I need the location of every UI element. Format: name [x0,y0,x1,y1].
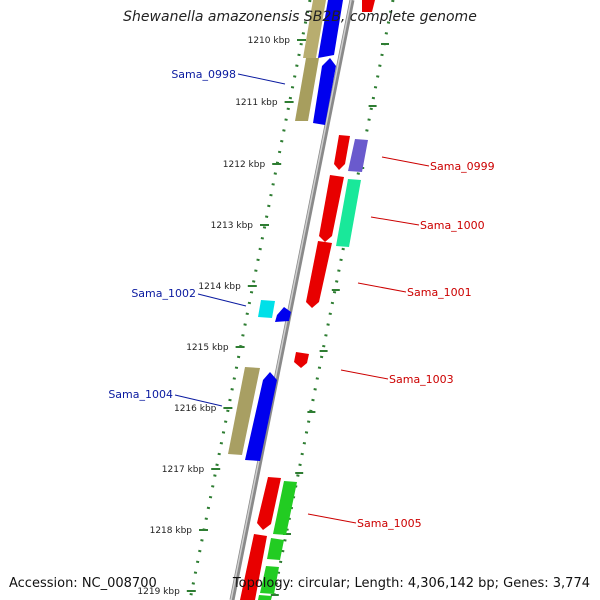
leader-line [174,394,223,407]
tick-label: 1217 kbp [162,465,205,475]
gene-arrow-olive-1 [303,0,326,58]
gene-arrow-red-bottom [240,534,267,600]
gene-arrow-red-1001 [306,241,332,308]
tick-label: 1219 kbp [137,587,180,597]
gene-arrow-green-bottom-3 [258,595,272,600]
leader-line [381,156,430,167]
gene-label[interactable]: Sama_0998 [171,68,236,81]
gene-arrow-red-1003 [294,352,309,368]
genome-backbone [229,0,355,600]
gene-label[interactable]: Sama_1000 [420,219,485,232]
genome-backbone-highlight [230,0,352,600]
accession-text: Accession: NC_008700 [9,576,157,591]
tick-label: 1218 kbp [150,526,193,536]
gene-group [228,0,375,600]
gene-arrow-blue-1004 [245,372,277,461]
gene-label[interactable]: Sama_1003 [389,373,454,386]
gene-arrow-olive-1004 [228,367,260,455]
tick-label: 1213 kbp [211,221,254,231]
map-title: Shewanella amazonensis SB2B, complete ge… [123,9,477,25]
gene-arrow-olive-2 [295,58,319,121]
gene-arrow-blue-1002 [275,307,291,322]
leader-line [340,369,389,380]
gene-arrow-red-1005 [257,477,281,530]
tick-group: 1210 kbp 1211 kbp 1212 kbp 1213 kbp 1214 kbp… [137,36,389,597]
tick-label: 1215 kbp [186,343,229,353]
leader-line [197,293,247,307]
gene-arrow-purple-0999 [348,139,368,172]
gene-label[interactable]: Sama_1005 [357,517,422,530]
gene-arrow-cyan-1002 [258,300,275,318]
leader-line [237,73,286,85]
gene-arrow-green-bottom-1 [267,538,284,560]
gene-label[interactable]: Sama_1002 [131,287,196,300]
leader-line [370,216,420,226]
gene-arrow-blue-2 [313,58,336,125]
gene-arrow-red-1000 [319,175,344,242]
gene-arrow-red-0999 [334,135,350,170]
gene-label[interactable]: Sama_0999 [430,160,495,173]
tick-label: 1211 kbp [235,98,278,108]
tick-label: 1214 kbp [198,282,241,292]
gene-arrow-green-bottom-2 [260,566,279,594]
gene-arrow-top-red [362,0,375,12]
tick-label: 1212 kbp [223,160,266,170]
leader-lines [174,73,430,524]
gene-label[interactable]: Sama_1004 [108,388,173,401]
gene-arrow-green-1000 [336,179,361,247]
gene-arrow-green-1005 [273,481,297,535]
tick-label: 1216 kbp [174,404,217,414]
leader-line [307,513,357,524]
genome-summary-text: Topology: circular; Length: 4,306,142 bp… [232,576,590,591]
gene-label[interactable]: Sama_1001 [407,286,472,299]
gene-arrow-blue-1 [318,0,343,58]
gene-label-group: Sama_0998 Sama_0999 Sama_1000 Sama_1001 Sama… [108,68,494,530]
leader-line [357,282,407,293]
tick-label: 1210 kbp [248,36,291,46]
